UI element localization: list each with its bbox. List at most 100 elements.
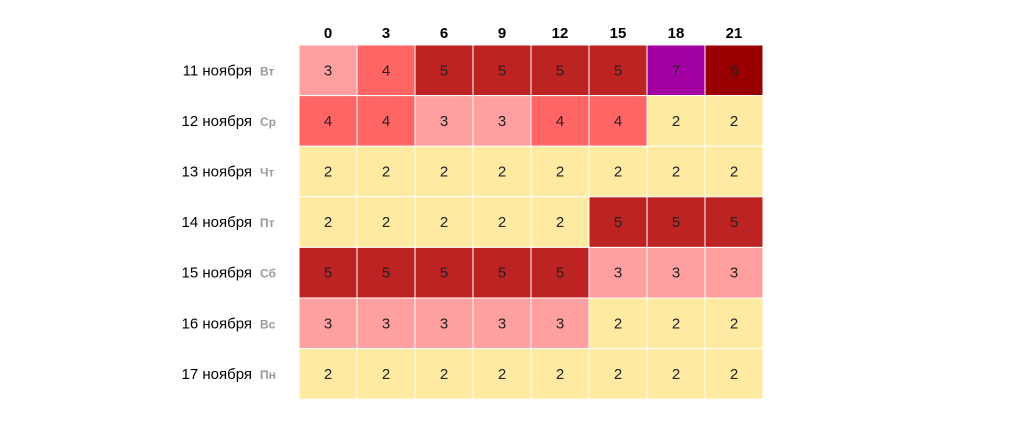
heatmap-cell <box>530 348 590 400</box>
row-date-label: 14 ноября <box>182 214 253 231</box>
cell-value-label: 2 <box>730 164 738 181</box>
cell-value-label: 5 <box>614 62 622 79</box>
cell-value-label: 3 <box>440 315 448 332</box>
heatmap-cell <box>646 196 706 248</box>
cell-value-label: 3 <box>440 113 448 130</box>
cell-value-label: 3 <box>614 265 622 282</box>
row-weekday-label: Чт <box>260 166 274 180</box>
cell-value-label: 5 <box>556 265 564 282</box>
cell-value-label: 4 <box>556 113 564 130</box>
heatmap-cell <box>704 145 764 198</box>
cell-value-label: 2 <box>730 366 738 383</box>
cell-value-label: 4 <box>382 62 390 79</box>
heatmap-cell <box>414 196 474 248</box>
heatmap-cell <box>414 145 474 198</box>
heatmap-cell <box>472 95 532 147</box>
heatmap-cell <box>530 145 590 198</box>
cell-value-label: 2 <box>382 366 390 383</box>
heatmap-cell <box>356 95 416 147</box>
heatmap-cell <box>356 44 416 97</box>
heatmap-cell <box>356 297 416 350</box>
row-date-label: 13 ноября <box>182 164 253 181</box>
hour-label-0: 0 <box>324 25 332 42</box>
cell-value-label: 2 <box>440 164 448 181</box>
cell-value-label: 5 <box>498 62 506 79</box>
row-date-label: 16 ноября <box>182 315 253 332</box>
heatmap-cell <box>646 246 706 299</box>
heatmap-cell <box>588 145 648 198</box>
hour-label-18: 18 <box>668 25 685 42</box>
cell-value-label: 5 <box>382 265 390 282</box>
cell-value-label: 5 <box>440 62 448 79</box>
cell-value-label: 2 <box>672 315 680 332</box>
cell-value-label: 2 <box>382 164 390 181</box>
cell-value-label: 4 <box>614 113 622 130</box>
heatmap-cell <box>298 348 358 400</box>
heatmap-cell <box>588 348 648 400</box>
heatmap-cell <box>530 196 590 248</box>
heatmap-cell <box>588 44 648 97</box>
hour-label-3: 3 <box>382 25 390 42</box>
hour-label-21: 21 <box>726 25 743 42</box>
heatmap-cell <box>704 348 764 400</box>
heatmap-cell <box>530 246 590 299</box>
heatmap-cell <box>588 297 648 350</box>
heatmap-cell <box>298 44 358 97</box>
heatmap-cell <box>414 44 474 97</box>
row-date-label: 11 ноября <box>183 62 252 79</box>
hour-label-6: 6 <box>440 25 448 42</box>
cell-value-label: 3 <box>672 265 680 282</box>
heatmap-cell <box>704 297 764 350</box>
cell-value-label: 3 <box>556 315 564 332</box>
heatmap-cell <box>530 297 590 350</box>
cell-value-label: 2 <box>324 366 332 383</box>
heatmap-cell <box>472 145 532 198</box>
row-weekday-label: Сб <box>260 267 276 281</box>
cell-value-label: 2 <box>614 315 622 332</box>
cell-value-label: 3 <box>382 315 390 332</box>
cell-value-label: 2 <box>440 366 448 383</box>
cell-value-label: 7 <box>672 62 680 79</box>
row-weekday-label: Пт <box>260 216 275 230</box>
heatmap-cell <box>588 95 648 147</box>
cell-value-label: 2 <box>556 214 564 231</box>
row-weekday-label: Ср <box>260 115 276 129</box>
cell-value-label: 2 <box>556 164 564 181</box>
cell-value-label: 2 <box>382 214 390 231</box>
hour-label-9: 9 <box>498 25 506 42</box>
heatmap-cell <box>356 145 416 198</box>
cell-value-label: 2 <box>730 113 738 130</box>
cell-value-label: 2 <box>440 214 448 231</box>
cell-value-label: 3 <box>498 113 506 130</box>
cell-value-label: 3 <box>498 315 506 332</box>
heatmap-cell <box>704 246 764 299</box>
cell-value-label: 2 <box>556 366 564 383</box>
cell-value-label: 5 <box>556 62 564 79</box>
cell-value-label: 3 <box>324 315 332 332</box>
cell-value-label: 2 <box>324 164 332 181</box>
cell-value-label: 2 <box>730 315 738 332</box>
heatmap-cell <box>414 348 474 400</box>
row-weekday-label: Вс <box>260 317 276 331</box>
cell-value-label: 5 <box>730 214 738 231</box>
cell-value-label: 2 <box>614 366 622 383</box>
heatmap-cell <box>472 246 532 299</box>
cell-value-label: 5 <box>672 214 680 231</box>
row-labels: 11 ноября Вт 12 ноября Ср 13 ноября Чт 14 нояб… <box>182 62 277 383</box>
cell-value-label: 2 <box>672 164 680 181</box>
cell-value-label: 2 <box>672 113 680 130</box>
heatmap-cell <box>472 196 532 248</box>
cell-value-label: 3 <box>324 62 332 79</box>
cell-value-label: 2 <box>614 164 622 181</box>
cell-value-label: 2 <box>324 214 332 231</box>
row-date-label: 15 ноября <box>182 265 253 282</box>
cell-value-label: 4 <box>324 113 332 130</box>
cell-value-label: 5 <box>440 265 448 282</box>
row-date-label: 12 ноября <box>182 113 253 130</box>
heatmap-cell <box>298 145 358 198</box>
hour-label-12: 12 <box>552 25 569 42</box>
cell-value-label: 5 <box>614 214 622 231</box>
cell-value-label: 5 <box>324 265 332 282</box>
heatmap-cell <box>298 196 358 248</box>
